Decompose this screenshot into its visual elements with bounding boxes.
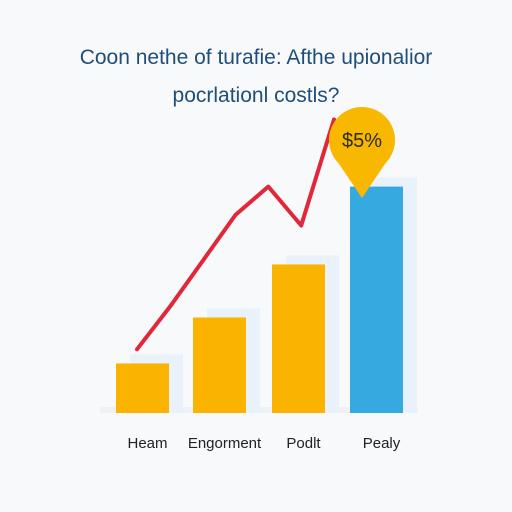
chart-title-line-2: pocrlationl costls?	[172, 84, 340, 107]
bar-1	[116, 363, 169, 413]
callout-pointer	[338, 162, 386, 198]
bars-layer	[100, 177, 418, 413]
callout-label: $5%	[342, 130, 382, 152]
category-labels-layer: Heam Engorment Podlt Pealy	[127, 435, 400, 452]
category-label-2: Engorment	[188, 435, 262, 452]
bar-3	[272, 264, 325, 413]
callout-layer: $5%	[329, 107, 395, 198]
callout-pin: $5%	[329, 107, 395, 198]
bar-2	[193, 317, 246, 413]
category-label-3: Podlt	[286, 435, 321, 452]
bar-4	[350, 186, 403, 413]
trend-line	[135, 117, 336, 352]
callout-bubble	[329, 107, 395, 173]
category-label-4: Pealy	[363, 435, 401, 452]
category-label-1: Heam	[127, 435, 167, 452]
trend-line-layer	[135, 117, 336, 352]
chart-title-line-1: Coon nethe of turafie: Afthe upionalior	[79, 46, 433, 69]
